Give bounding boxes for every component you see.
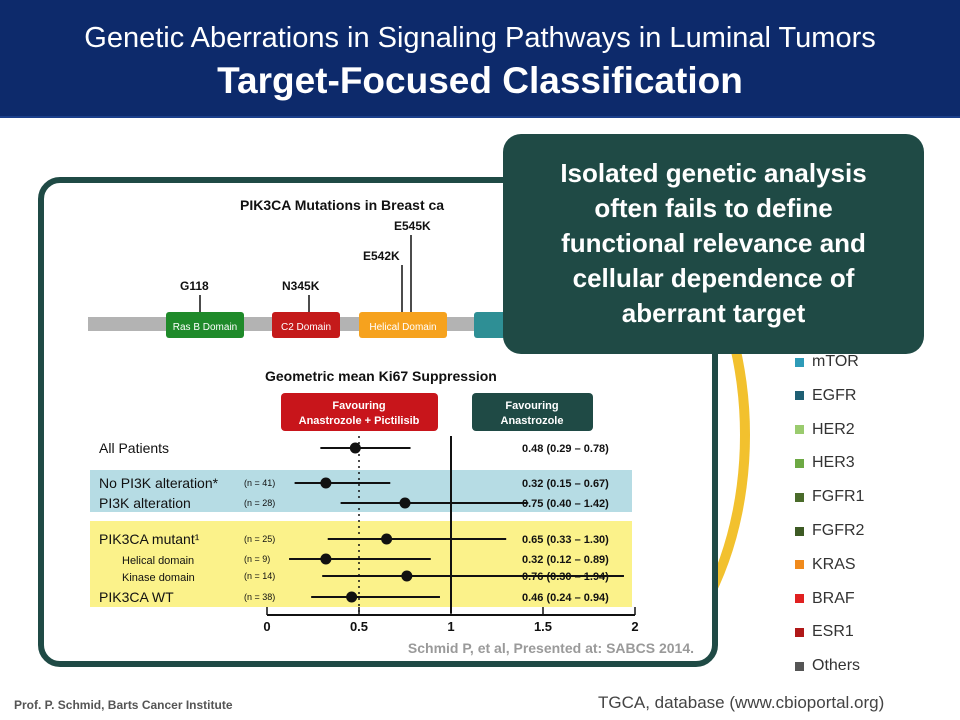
domain-label: Ras B Domain bbox=[173, 322, 237, 333]
legend-item: ESR1 bbox=[795, 620, 854, 644]
legend-item: BRAF bbox=[795, 587, 855, 611]
legend-item: EGFR bbox=[795, 384, 856, 408]
forest-plot-svg: PIK3CA Mutations in Breast ca G118 N345K… bbox=[88, 197, 694, 656]
legend-item: Others bbox=[795, 654, 860, 678]
x-tick-label: 0 bbox=[263, 619, 270, 634]
row-label: Helical domain bbox=[122, 555, 194, 567]
legend-item: mTOR bbox=[795, 350, 859, 374]
callout-box: Isolated genetic analysis often fails to… bbox=[503, 134, 924, 354]
row-n: (n = 28) bbox=[244, 498, 275, 508]
callout-line: often fails to define bbox=[594, 193, 833, 223]
estimate-point bbox=[346, 591, 358, 603]
domain-label: C2 Domain bbox=[281, 322, 331, 333]
estimate-point bbox=[320, 477, 332, 489]
favour-right-line2: Anastrozole bbox=[501, 415, 564, 427]
legend-swatch bbox=[795, 594, 804, 604]
mutation-label: E542K bbox=[363, 249, 400, 263]
protein-map-title: PIK3CA Mutations in Breast ca bbox=[240, 197, 444, 213]
legend-label: mTOR bbox=[812, 353, 859, 370]
row-label: No PI3K alteration* bbox=[99, 475, 219, 491]
row-label: PIK3CA mutant¹ bbox=[99, 531, 200, 547]
legend-label: ESR1 bbox=[812, 623, 854, 641]
row-label: Kinase domain bbox=[122, 572, 195, 584]
x-tick-label: 0.5 bbox=[350, 619, 368, 634]
footer-source: TGCA, database (www.cbioportal.org) bbox=[598, 693, 885, 712]
legend-label: BRAF bbox=[812, 589, 855, 607]
legend-label: Others bbox=[812, 657, 861, 675]
legend-label: HER3 bbox=[812, 454, 855, 472]
ci-value: 0.32 (0.12 – 0.89) bbox=[522, 554, 609, 566]
legend-item: FGFR1 bbox=[795, 485, 864, 509]
ci-value: 0.48 (0.29 – 0.78) bbox=[522, 443, 609, 455]
citation: Schmid P, et al, Presented at: SABCS 201… bbox=[408, 640, 694, 656]
domain-ras-b bbox=[166, 312, 244, 338]
legend-swatch bbox=[795, 627, 804, 637]
estimate-point bbox=[349, 442, 361, 454]
x-tick-label: 1 bbox=[447, 619, 454, 634]
ci-value: 0.76 (0.30 – 1.94) bbox=[522, 571, 609, 583]
legend-label: HER2 bbox=[812, 420, 855, 438]
legend-label: KRAS bbox=[812, 555, 856, 573]
legend-swatch bbox=[795, 492, 804, 502]
row-label: PIK3CA WT bbox=[99, 589, 174, 605]
legend-item: HER3 bbox=[795, 451, 855, 475]
legend-label: FGFR1 bbox=[812, 488, 865, 506]
row-n: (n = 41) bbox=[244, 478, 275, 488]
estimate-point bbox=[399, 497, 411, 509]
domain-c2 bbox=[272, 312, 340, 338]
slide-header: Genetic Aberrations in Signaling Pathway… bbox=[0, 0, 960, 118]
estimate-point bbox=[401, 570, 413, 582]
row-n: (n = 9) bbox=[244, 554, 270, 564]
estimate-point bbox=[320, 553, 332, 565]
legend-swatch bbox=[795, 661, 804, 671]
mutation-label: N345K bbox=[282, 279, 320, 293]
group-band-pik3ca bbox=[90, 521, 632, 607]
favour-left-box bbox=[281, 393, 438, 431]
favour-left-line2: Anastrozole + Pictilisib bbox=[299, 415, 420, 427]
footer-author: Prof. P. Schmid, Barts Cancer Institute bbox=[14, 698, 233, 712]
legend-swatch bbox=[795, 526, 804, 536]
legend-swatch bbox=[795, 560, 804, 570]
legend-item: KRAS bbox=[795, 553, 856, 577]
legend-label: EGFR bbox=[812, 386, 857, 404]
forest-rows: All Patients 0.48 (0.29 – 0.78) No PI3K al… bbox=[99, 440, 624, 605]
mutation-label: E545K bbox=[394, 219, 431, 233]
legend-item: HER2 bbox=[795, 418, 855, 442]
ci-value: 0.32 (0.15 – 0.67) bbox=[522, 478, 609, 490]
x-tick-label: 2 bbox=[631, 619, 638, 634]
callout-line: aberrant target bbox=[621, 298, 806, 328]
callout-line: Isolated genetic analysis bbox=[560, 158, 867, 188]
forest-title: Geometric mean Ki67 Suppression bbox=[265, 368, 497, 384]
estimate-point bbox=[381, 533, 393, 545]
x-tick-label: 1.5 bbox=[534, 619, 552, 634]
legend-swatch bbox=[795, 391, 804, 401]
legend-swatch bbox=[795, 425, 804, 435]
forest-axis: 0 0.5 1 1.5 2 bbox=[263, 436, 639, 634]
domain-helical bbox=[359, 312, 447, 338]
favour-left-line1: Favouring bbox=[332, 400, 385, 412]
legend-swatch bbox=[795, 458, 804, 468]
legend-item: FGFR2 bbox=[795, 519, 864, 543]
favour-right-box bbox=[472, 393, 593, 431]
slide-title: Target-Focused Classification bbox=[217, 60, 743, 101]
callout-line: cellular dependence of bbox=[572, 263, 855, 293]
group-band-pi3k bbox=[90, 470, 632, 512]
domain-label: Helical Domain bbox=[369, 322, 436, 333]
mutation-label: G118 bbox=[180, 279, 209, 293]
row-n: (n = 14) bbox=[244, 571, 275, 581]
row-n: (n = 25) bbox=[244, 534, 275, 544]
legend-swatch bbox=[795, 357, 804, 367]
favour-right-line1: Favouring bbox=[505, 400, 558, 412]
ci-value: 0.65 (0.33 – 1.30) bbox=[522, 534, 609, 546]
slide-subtitle: Genetic Aberrations in Signaling Pathway… bbox=[84, 22, 876, 54]
row-n: (n = 38) bbox=[244, 592, 275, 602]
legend-label: FGFR2 bbox=[812, 522, 865, 539]
row-label: All Patients bbox=[99, 440, 169, 456]
ci-value: 0.75 (0.40 – 1.42) bbox=[522, 498, 609, 510]
callout-line: functional relevance and bbox=[561, 228, 866, 258]
row-label: PI3K alteration bbox=[99, 495, 191, 511]
ci-value: 0.46 (0.24 – 0.94) bbox=[522, 592, 609, 604]
